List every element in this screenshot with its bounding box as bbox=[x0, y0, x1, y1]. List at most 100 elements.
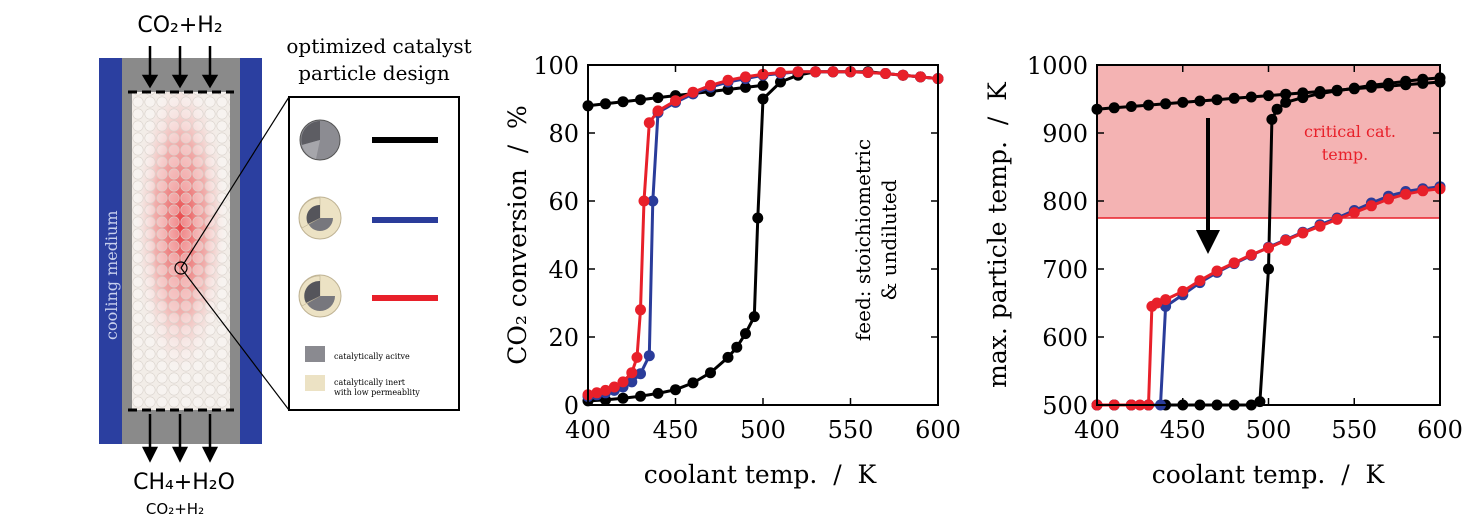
data-point bbox=[670, 384, 681, 396]
x-axis-label: coolant temp. / K bbox=[644, 460, 878, 489]
data-point bbox=[643, 117, 655, 129]
design-title-line1: optimized catalyst bbox=[286, 34, 471, 58]
x-tick-label: 400 bbox=[1074, 416, 1120, 444]
data-point bbox=[1245, 91, 1257, 103]
data-point bbox=[1245, 249, 1257, 261]
data-point bbox=[740, 328, 751, 340]
data-point bbox=[757, 93, 769, 105]
data-point bbox=[631, 351, 643, 363]
data-point bbox=[792, 66, 804, 78]
data-point bbox=[600, 384, 611, 396]
data-point bbox=[1348, 83, 1360, 95]
data-point bbox=[1228, 257, 1240, 269]
y-tick-label: 0 bbox=[564, 392, 579, 420]
data-point bbox=[626, 367, 638, 379]
data-point bbox=[752, 212, 764, 224]
y-tick-label: 900 bbox=[1042, 120, 1088, 148]
x-tick-label: 450 bbox=[1160, 416, 1206, 444]
data-point bbox=[1280, 88, 1292, 100]
x-tick-label: 600 bbox=[1417, 416, 1463, 444]
data-point bbox=[1365, 200, 1377, 212]
annotation-line2: & undiluted bbox=[877, 179, 901, 300]
zoom-line-top bbox=[180, 96, 290, 269]
data-point bbox=[1151, 297, 1163, 309]
data-point bbox=[635, 390, 646, 402]
y-tick-label: 800 bbox=[1042, 188, 1088, 216]
outlet-arrows bbox=[141, 414, 219, 463]
data-point bbox=[643, 350, 655, 362]
data-point bbox=[626, 376, 638, 388]
data-point bbox=[1266, 113, 1278, 125]
data-point bbox=[1160, 294, 1172, 306]
data-point bbox=[748, 311, 760, 323]
data-point bbox=[1108, 102, 1120, 114]
data-point bbox=[1331, 84, 1343, 96]
data-point bbox=[731, 341, 743, 353]
data-point bbox=[1280, 234, 1292, 246]
data-point bbox=[1314, 86, 1326, 97]
x-tick-label: 500 bbox=[1246, 416, 1292, 444]
x-tick-label: 400 bbox=[565, 416, 611, 444]
data-point bbox=[1314, 220, 1326, 232]
data-point bbox=[687, 86, 699, 98]
data-point bbox=[705, 367, 716, 379]
data-point bbox=[705, 79, 716, 91]
particle-fully-active-icon bbox=[299, 119, 341, 161]
data-point bbox=[1417, 185, 1429, 197]
data-point bbox=[635, 94, 646, 106]
data-point bbox=[757, 68, 769, 80]
data-point bbox=[740, 71, 751, 83]
y-tick-label: 1000 bbox=[1027, 52, 1088, 80]
x-tick-label: 600 bbox=[915, 416, 961, 444]
legend-swatch-inert bbox=[305, 375, 325, 391]
data-point bbox=[1417, 77, 1429, 89]
data-point bbox=[647, 195, 659, 207]
data-point bbox=[652, 387, 664, 399]
legend-inert-label-line1: catalytically inert bbox=[334, 378, 406, 387]
data-point bbox=[1263, 90, 1274, 102]
x-axis-label: coolant temp. / K bbox=[1152, 460, 1386, 489]
y-tick-label: 40 bbox=[548, 256, 579, 284]
x-tick-label: 550 bbox=[828, 416, 874, 444]
y-tick-label: 500 bbox=[1042, 392, 1088, 420]
data-point bbox=[1331, 213, 1343, 225]
data-point bbox=[1211, 94, 1223, 106]
catalyst-particles bbox=[132, 92, 230, 410]
max-particle-temp-chart: 400 450 500 550 600 500 600 700 800 900 1000 criti… bbox=[983, 52, 1463, 489]
data-point bbox=[827, 66, 839, 78]
data-point bbox=[1177, 285, 1189, 297]
data-point bbox=[775, 67, 786, 78]
annotation-line1: feed: stoichiometric bbox=[851, 139, 875, 341]
legend-swatch-active bbox=[305, 346, 325, 362]
y-axis-label: CO₂ conversion / % bbox=[503, 105, 532, 365]
x-tick-label: 550 bbox=[1331, 416, 1377, 444]
data-point bbox=[1280, 96, 1292, 108]
data-point bbox=[670, 95, 681, 107]
outlet-label: CH₄+H₂O bbox=[133, 470, 235, 495]
legend-inert-label-line2: with low permeablity bbox=[334, 388, 420, 397]
temperature-reduction-arrow bbox=[1196, 118, 1220, 254]
y-tick-label: 60 bbox=[548, 188, 579, 216]
reactor-schematic: cooling medium CO₂+H₂ CH₄+H₂O CO₂+H₂ opt… bbox=[99, 13, 472, 518]
data-point bbox=[862, 67, 874, 78]
data-point bbox=[591, 387, 603, 399]
data-point bbox=[810, 66, 821, 78]
data-point bbox=[1228, 92, 1240, 104]
data-point bbox=[1143, 99, 1154, 111]
data-point bbox=[617, 376, 629, 388]
data-point bbox=[687, 377, 699, 389]
data-point bbox=[638, 195, 650, 207]
co2-conversion-chart: 400 450 500 550 600 0 20 40 60 80 100 coolant temp… bbox=[503, 52, 961, 489]
data-point bbox=[635, 304, 646, 316]
data-point bbox=[1297, 227, 1309, 239]
data-point bbox=[1297, 87, 1309, 99]
data-point bbox=[608, 381, 620, 393]
data-point bbox=[1194, 95, 1206, 107]
data-point bbox=[1194, 275, 1206, 287]
y-tick-label: 100 bbox=[533, 52, 579, 80]
x-tick-label: 450 bbox=[653, 416, 699, 444]
legend-active-label: catalytically acitve bbox=[334, 352, 410, 361]
particle-core-shell-a-icon bbox=[298, 196, 342, 240]
data-point bbox=[1383, 193, 1394, 205]
